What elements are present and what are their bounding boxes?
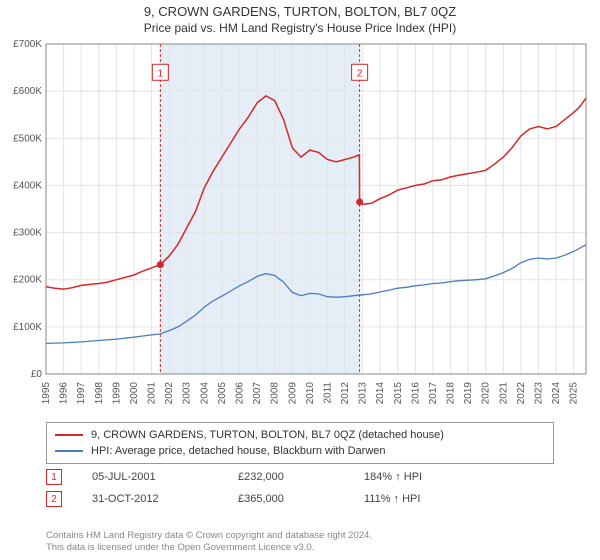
- svg-text:2012: 2012: [340, 382, 351, 405]
- svg-text:2015: 2015: [393, 382, 404, 405]
- footer-line-1: Contains HM Land Registry data © Crown c…: [46, 530, 554, 542]
- svg-text:2002: 2002: [164, 382, 175, 405]
- sale-marker-icon: 2: [46, 491, 62, 507]
- sale-date: 05-JUL-2001: [92, 471, 238, 483]
- svg-text:2003: 2003: [182, 382, 193, 405]
- svg-text:2001: 2001: [147, 382, 158, 405]
- chart-subtitle: Price paid vs. HM Land Registry's House …: [0, 19, 600, 39]
- svg-text:£500K: £500K: [13, 133, 42, 144]
- footer-line-2: This data is licensed under the Open Gov…: [46, 542, 554, 554]
- svg-text:2005: 2005: [217, 382, 228, 405]
- svg-text:2016: 2016: [410, 382, 421, 405]
- svg-text:2020: 2020: [481, 382, 492, 405]
- svg-text:2006: 2006: [234, 382, 245, 405]
- svg-text:£300K: £300K: [13, 228, 42, 239]
- svg-text:£400K: £400K: [13, 180, 42, 191]
- sale-price: £365,000: [238, 493, 364, 505]
- svg-text:1999: 1999: [111, 382, 122, 405]
- svg-text:2010: 2010: [305, 382, 316, 405]
- svg-text:2019: 2019: [463, 382, 474, 405]
- chart-svg: £0 £100K £200K £300K £400K £500K £600K £700K 199…: [0, 40, 600, 416]
- svg-text:£600K: £600K: [13, 86, 42, 97]
- legend-label: 9, CROWN GARDENS, TURTON, BOLTON, BL7 0Q…: [91, 429, 444, 441]
- legend-item: HPI: Average price, detached house, Blac…: [55, 443, 545, 459]
- sale-row: 2 31-OCT-2012£365,000111% ↑ HPI: [46, 488, 554, 510]
- legend-label: HPI: Average price, detached house, Blac…: [91, 445, 386, 457]
- legend: 9, CROWN GARDENS, TURTON, BOLTON, BL7 0Q…: [46, 422, 554, 464]
- svg-text:2021: 2021: [498, 382, 509, 405]
- svg-text:2022: 2022: [516, 382, 527, 405]
- sale-marker-icon: 1: [46, 469, 62, 485]
- svg-text:1998: 1998: [94, 382, 105, 405]
- svg-text:1995: 1995: [41, 382, 52, 405]
- svg-text:£100K: £100K: [13, 322, 42, 333]
- svg-text:2000: 2000: [129, 382, 140, 405]
- plot-area: £0 £100K £200K £300K £400K £500K £600K £700K 199…: [0, 40, 600, 416]
- svg-text:2023: 2023: [534, 382, 545, 405]
- sale-row: 1 05-JUL-2001£232,000184% ↑ HPI: [46, 466, 554, 488]
- svg-text:2014: 2014: [375, 382, 386, 405]
- sale-delta: 184% ↑ HPI: [364, 471, 554, 483]
- legend-item: 9, CROWN GARDENS, TURTON, BOLTON, BL7 0Q…: [55, 427, 545, 443]
- sale-price: £232,000: [238, 471, 364, 483]
- sales-table: 1 05-JUL-2001£232,000184% ↑ HPI 2 31-OCT-20…: [46, 466, 554, 510]
- svg-text:£200K: £200K: [13, 275, 42, 286]
- svg-text:2024: 2024: [551, 382, 562, 405]
- svg-text:2007: 2007: [252, 382, 263, 405]
- svg-text:2025: 2025: [569, 382, 580, 405]
- chart-container: { "header": { "title": "9, CROWN GARDENS…: [0, 0, 600, 560]
- svg-text:2017: 2017: [428, 382, 439, 405]
- svg-text:2008: 2008: [270, 382, 281, 405]
- legend-swatch: [55, 434, 83, 436]
- chart-title: 9, CROWN GARDENS, TURTON, BOLTON, BL7 0Q…: [0, 0, 600, 19]
- svg-text:1: 1: [158, 68, 164, 79]
- legend-swatch: [55, 450, 83, 452]
- svg-text:1996: 1996: [59, 382, 70, 405]
- svg-text:1997: 1997: [76, 382, 87, 405]
- svg-text:£0: £0: [31, 369, 43, 380]
- sale-delta: 111% ↑ HPI: [364, 493, 554, 505]
- svg-text:2013: 2013: [358, 382, 369, 405]
- svg-text:2018: 2018: [446, 382, 457, 405]
- footer-attribution: Contains HM Land Registry data © Crown c…: [46, 530, 554, 554]
- svg-text:2004: 2004: [199, 382, 210, 405]
- svg-text:2009: 2009: [287, 382, 298, 405]
- sale-date: 31-OCT-2012: [92, 493, 238, 505]
- svg-text:£700K: £700K: [13, 40, 42, 50]
- svg-text:2: 2: [357, 68, 363, 79]
- svg-text:2011: 2011: [322, 382, 333, 404]
